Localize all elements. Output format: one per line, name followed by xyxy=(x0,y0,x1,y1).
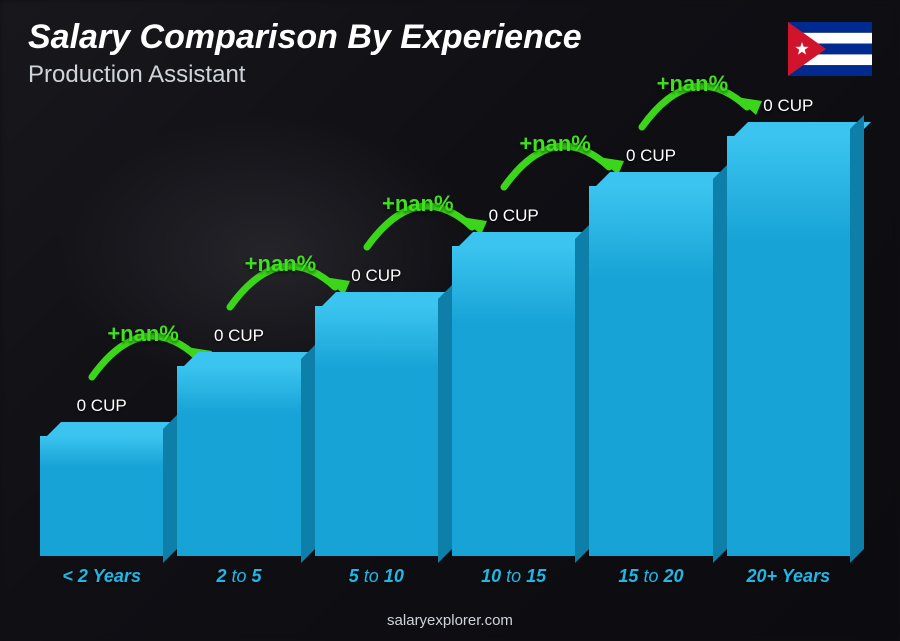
bar xyxy=(452,232,575,556)
bar-group: +nan%0 CUP5 to 10 xyxy=(315,120,438,587)
bar-group: +nan%0 CUP15 to 20 xyxy=(589,120,712,587)
bar-category-label: 10 to 15 xyxy=(481,566,546,587)
flag-icon xyxy=(788,22,872,76)
bar-group: 0 CUP < 2 Years xyxy=(40,120,163,587)
bar-value-label: 0 CUP xyxy=(763,96,813,116)
bar-value-label: 0 CUP xyxy=(77,396,127,416)
bar-chart: 0 CUP< 2 Years+nan%0 CUP2 to 5+nan%0 CUP… xyxy=(40,120,850,587)
page-subtitle: Production Assistant xyxy=(28,61,872,89)
bar-category-label: 5 to 10 xyxy=(349,566,404,587)
bar-category-label: 2 to 5 xyxy=(216,566,261,587)
bar-category-label: 15 to 20 xyxy=(618,566,683,587)
bar xyxy=(40,422,163,556)
bar-category-label: < 2 Years xyxy=(62,566,141,587)
footer-attribution: salaryexplorer.com xyxy=(0,612,900,629)
bar-value-label: 0 CUP xyxy=(351,266,401,286)
bar xyxy=(177,352,300,556)
bar-category-label: 20+ Years xyxy=(747,566,831,587)
bar-value-label: 0 CUP xyxy=(489,206,539,226)
bar xyxy=(727,122,850,556)
bar-group: +nan%0 CUP10 to 15 xyxy=(452,120,575,587)
bar-group: +nan%0 CUP20+ Years xyxy=(727,120,850,587)
page-title: Salary Comparison By Experience xyxy=(28,18,872,57)
bar-value-label: 0 CUP xyxy=(214,326,264,346)
header: Salary Comparison By Experience Producti… xyxy=(28,18,872,89)
bar xyxy=(315,292,438,556)
bar xyxy=(589,172,712,556)
bar-group: +nan%0 CUP2 to 5 xyxy=(177,120,300,587)
bar-value-label: 0 CUP xyxy=(626,146,676,166)
